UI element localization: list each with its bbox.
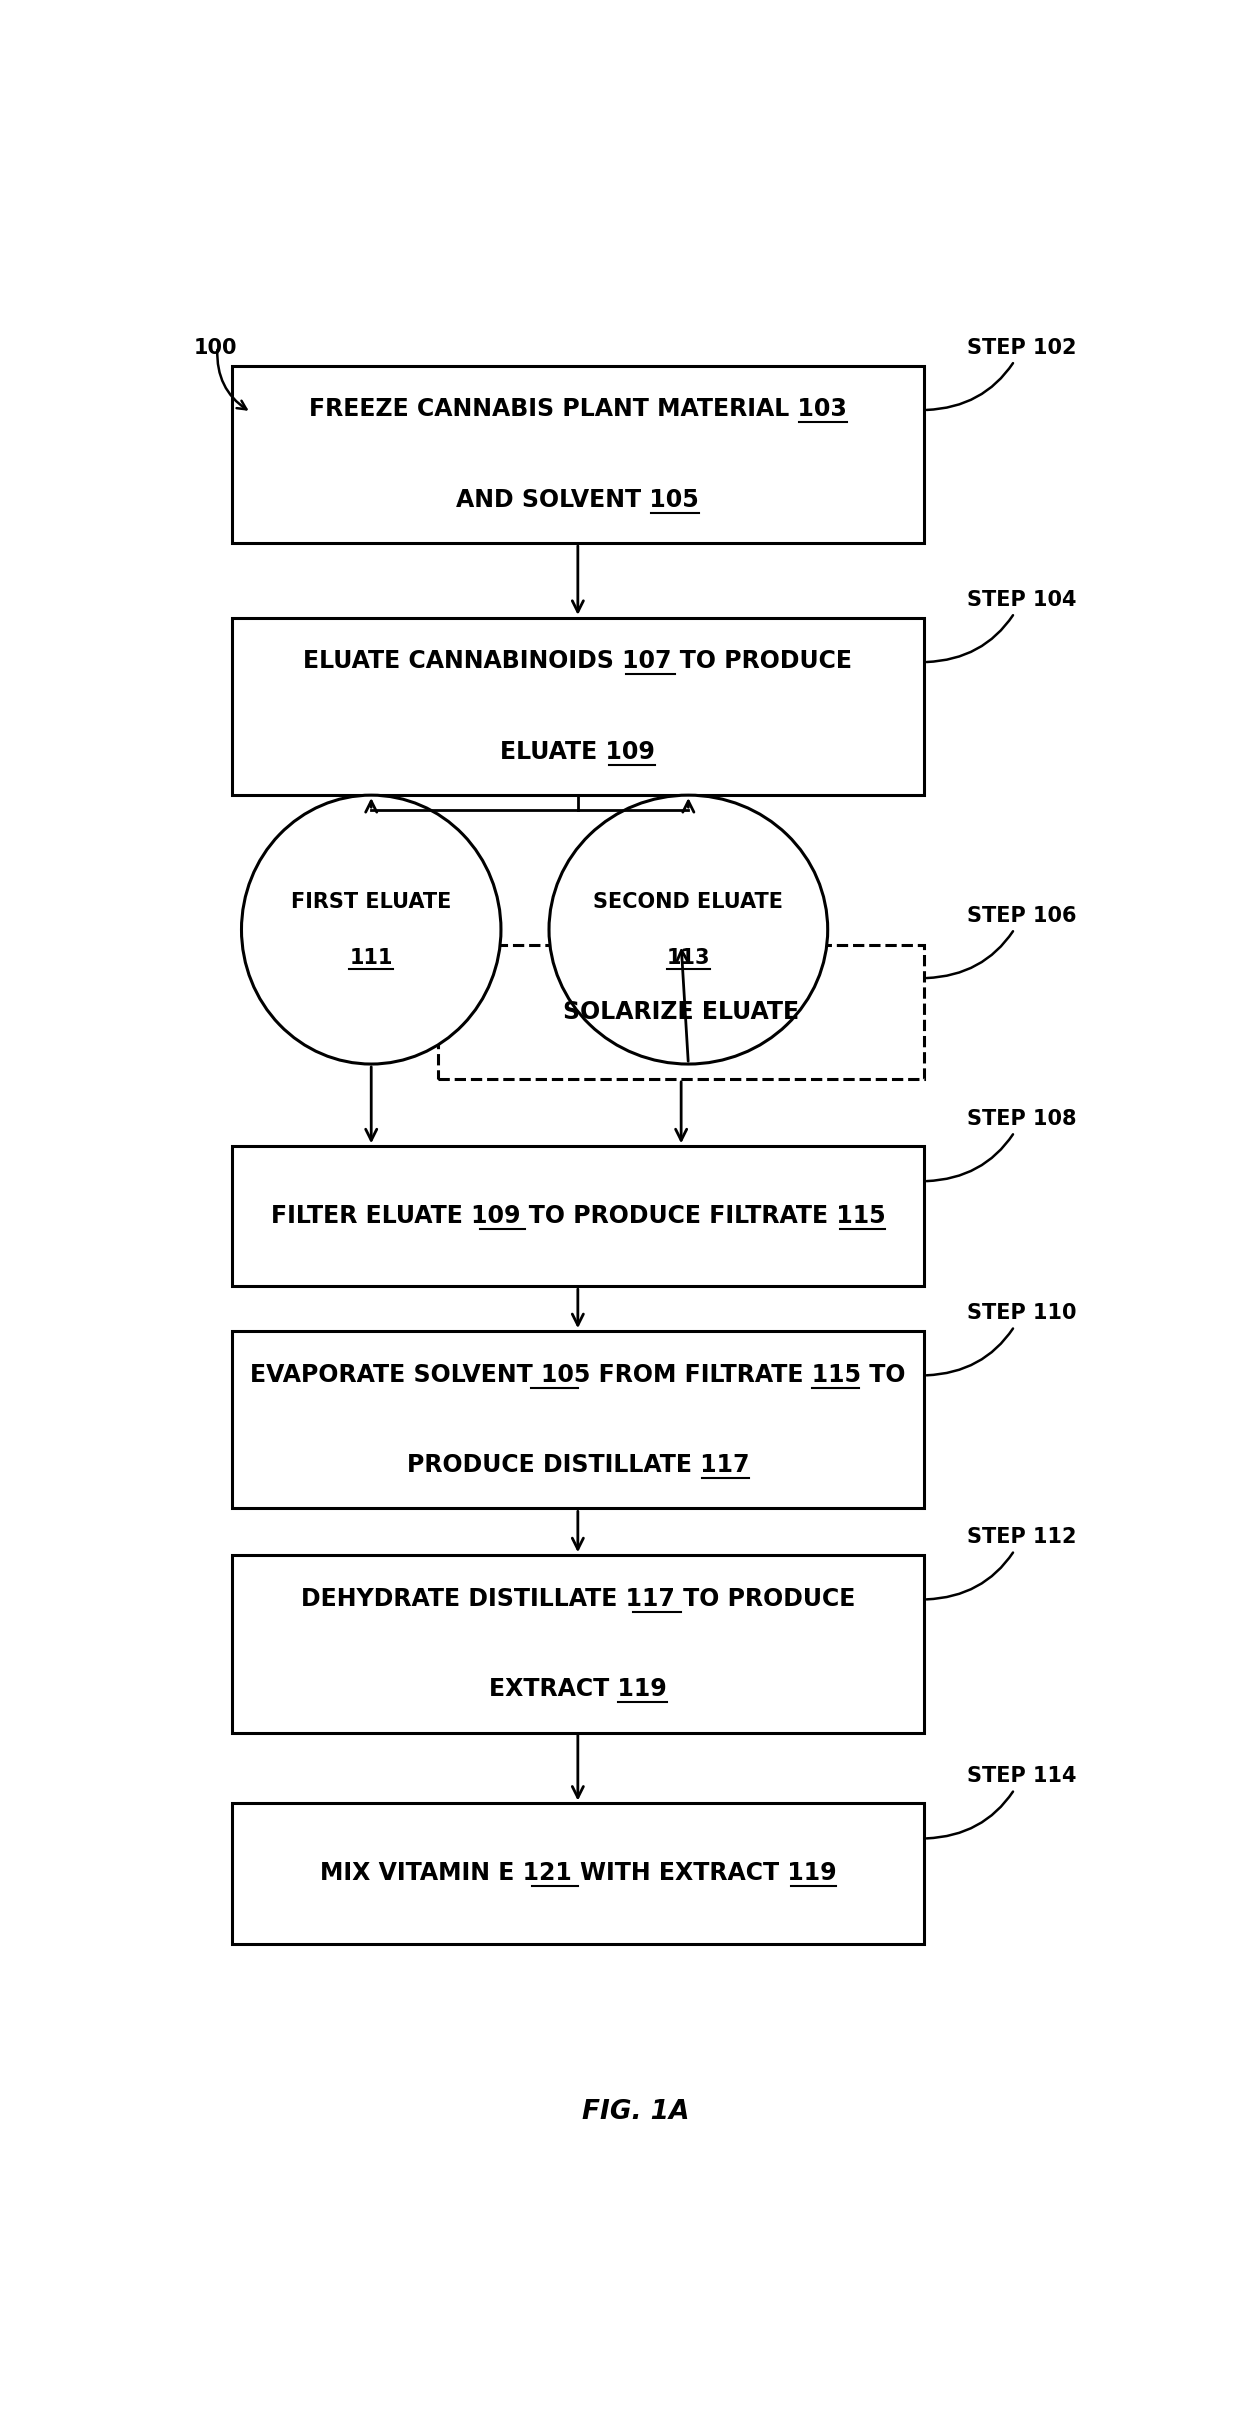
Text: 111: 111 xyxy=(350,948,393,968)
Text: STEP 102: STEP 102 xyxy=(926,337,1076,410)
Text: FIG. 1A: FIG. 1A xyxy=(582,2098,689,2124)
Text: STEP 114: STEP 114 xyxy=(926,1765,1076,1838)
Bar xyxy=(232,1554,924,1731)
Bar xyxy=(232,1804,924,1942)
Bar xyxy=(232,366,924,543)
Text: STEP 110: STEP 110 xyxy=(926,1302,1076,1375)
Text: MIX VITAMIN E 121 WITH EXTRACT 119: MIX VITAMIN E 121 WITH EXTRACT 119 xyxy=(320,1862,836,1887)
Bar xyxy=(232,618,924,795)
Text: STEP 106: STEP 106 xyxy=(926,907,1076,977)
Text: DEHYDRATE DISTILLATE 117 TO PRODUCE: DEHYDRATE DISTILLATE 117 TO PRODUCE xyxy=(300,1586,856,1610)
Bar xyxy=(232,1331,924,1508)
Text: FIRST ELUATE: FIRST ELUATE xyxy=(291,892,451,912)
Text: EVAPORATE SOLVENT 105 FROM FILTRATE 115 TO: EVAPORATE SOLVENT 105 FROM FILTRATE 115 … xyxy=(250,1363,905,1387)
Text: FILTER ELUATE 109 TO PRODUCE FILTRATE 115: FILTER ELUATE 109 TO PRODUCE FILTRATE 11… xyxy=(270,1205,885,1227)
Text: 113: 113 xyxy=(667,948,711,968)
Text: FREEZE CANNABIS PLANT MATERIAL 103: FREEZE CANNABIS PLANT MATERIAL 103 xyxy=(309,398,847,422)
Bar xyxy=(232,1147,924,1285)
Ellipse shape xyxy=(549,795,828,1065)
Text: STEP 108: STEP 108 xyxy=(926,1108,1076,1181)
Text: STEP 112: STEP 112 xyxy=(926,1528,1076,1600)
Text: PRODUCE DISTILLATE 117: PRODUCE DISTILLATE 117 xyxy=(407,1453,749,1477)
Text: 100: 100 xyxy=(193,337,237,356)
Text: SECOND ELUATE: SECOND ELUATE xyxy=(594,892,784,912)
Ellipse shape xyxy=(242,795,501,1065)
Text: STEP 104: STEP 104 xyxy=(926,589,1076,662)
Text: EXTRACT 119: EXTRACT 119 xyxy=(489,1678,667,1700)
Bar xyxy=(439,946,924,1079)
Text: AND SOLVENT 105: AND SOLVENT 105 xyxy=(456,487,699,512)
Text: ELUATE CANNABINOIDS 107 TO PRODUCE: ELUATE CANNABINOIDS 107 TO PRODUCE xyxy=(304,650,852,674)
Text: SOLARIZE ELUATE: SOLARIZE ELUATE xyxy=(563,999,800,1023)
Text: ELUATE 109: ELUATE 109 xyxy=(501,740,655,764)
